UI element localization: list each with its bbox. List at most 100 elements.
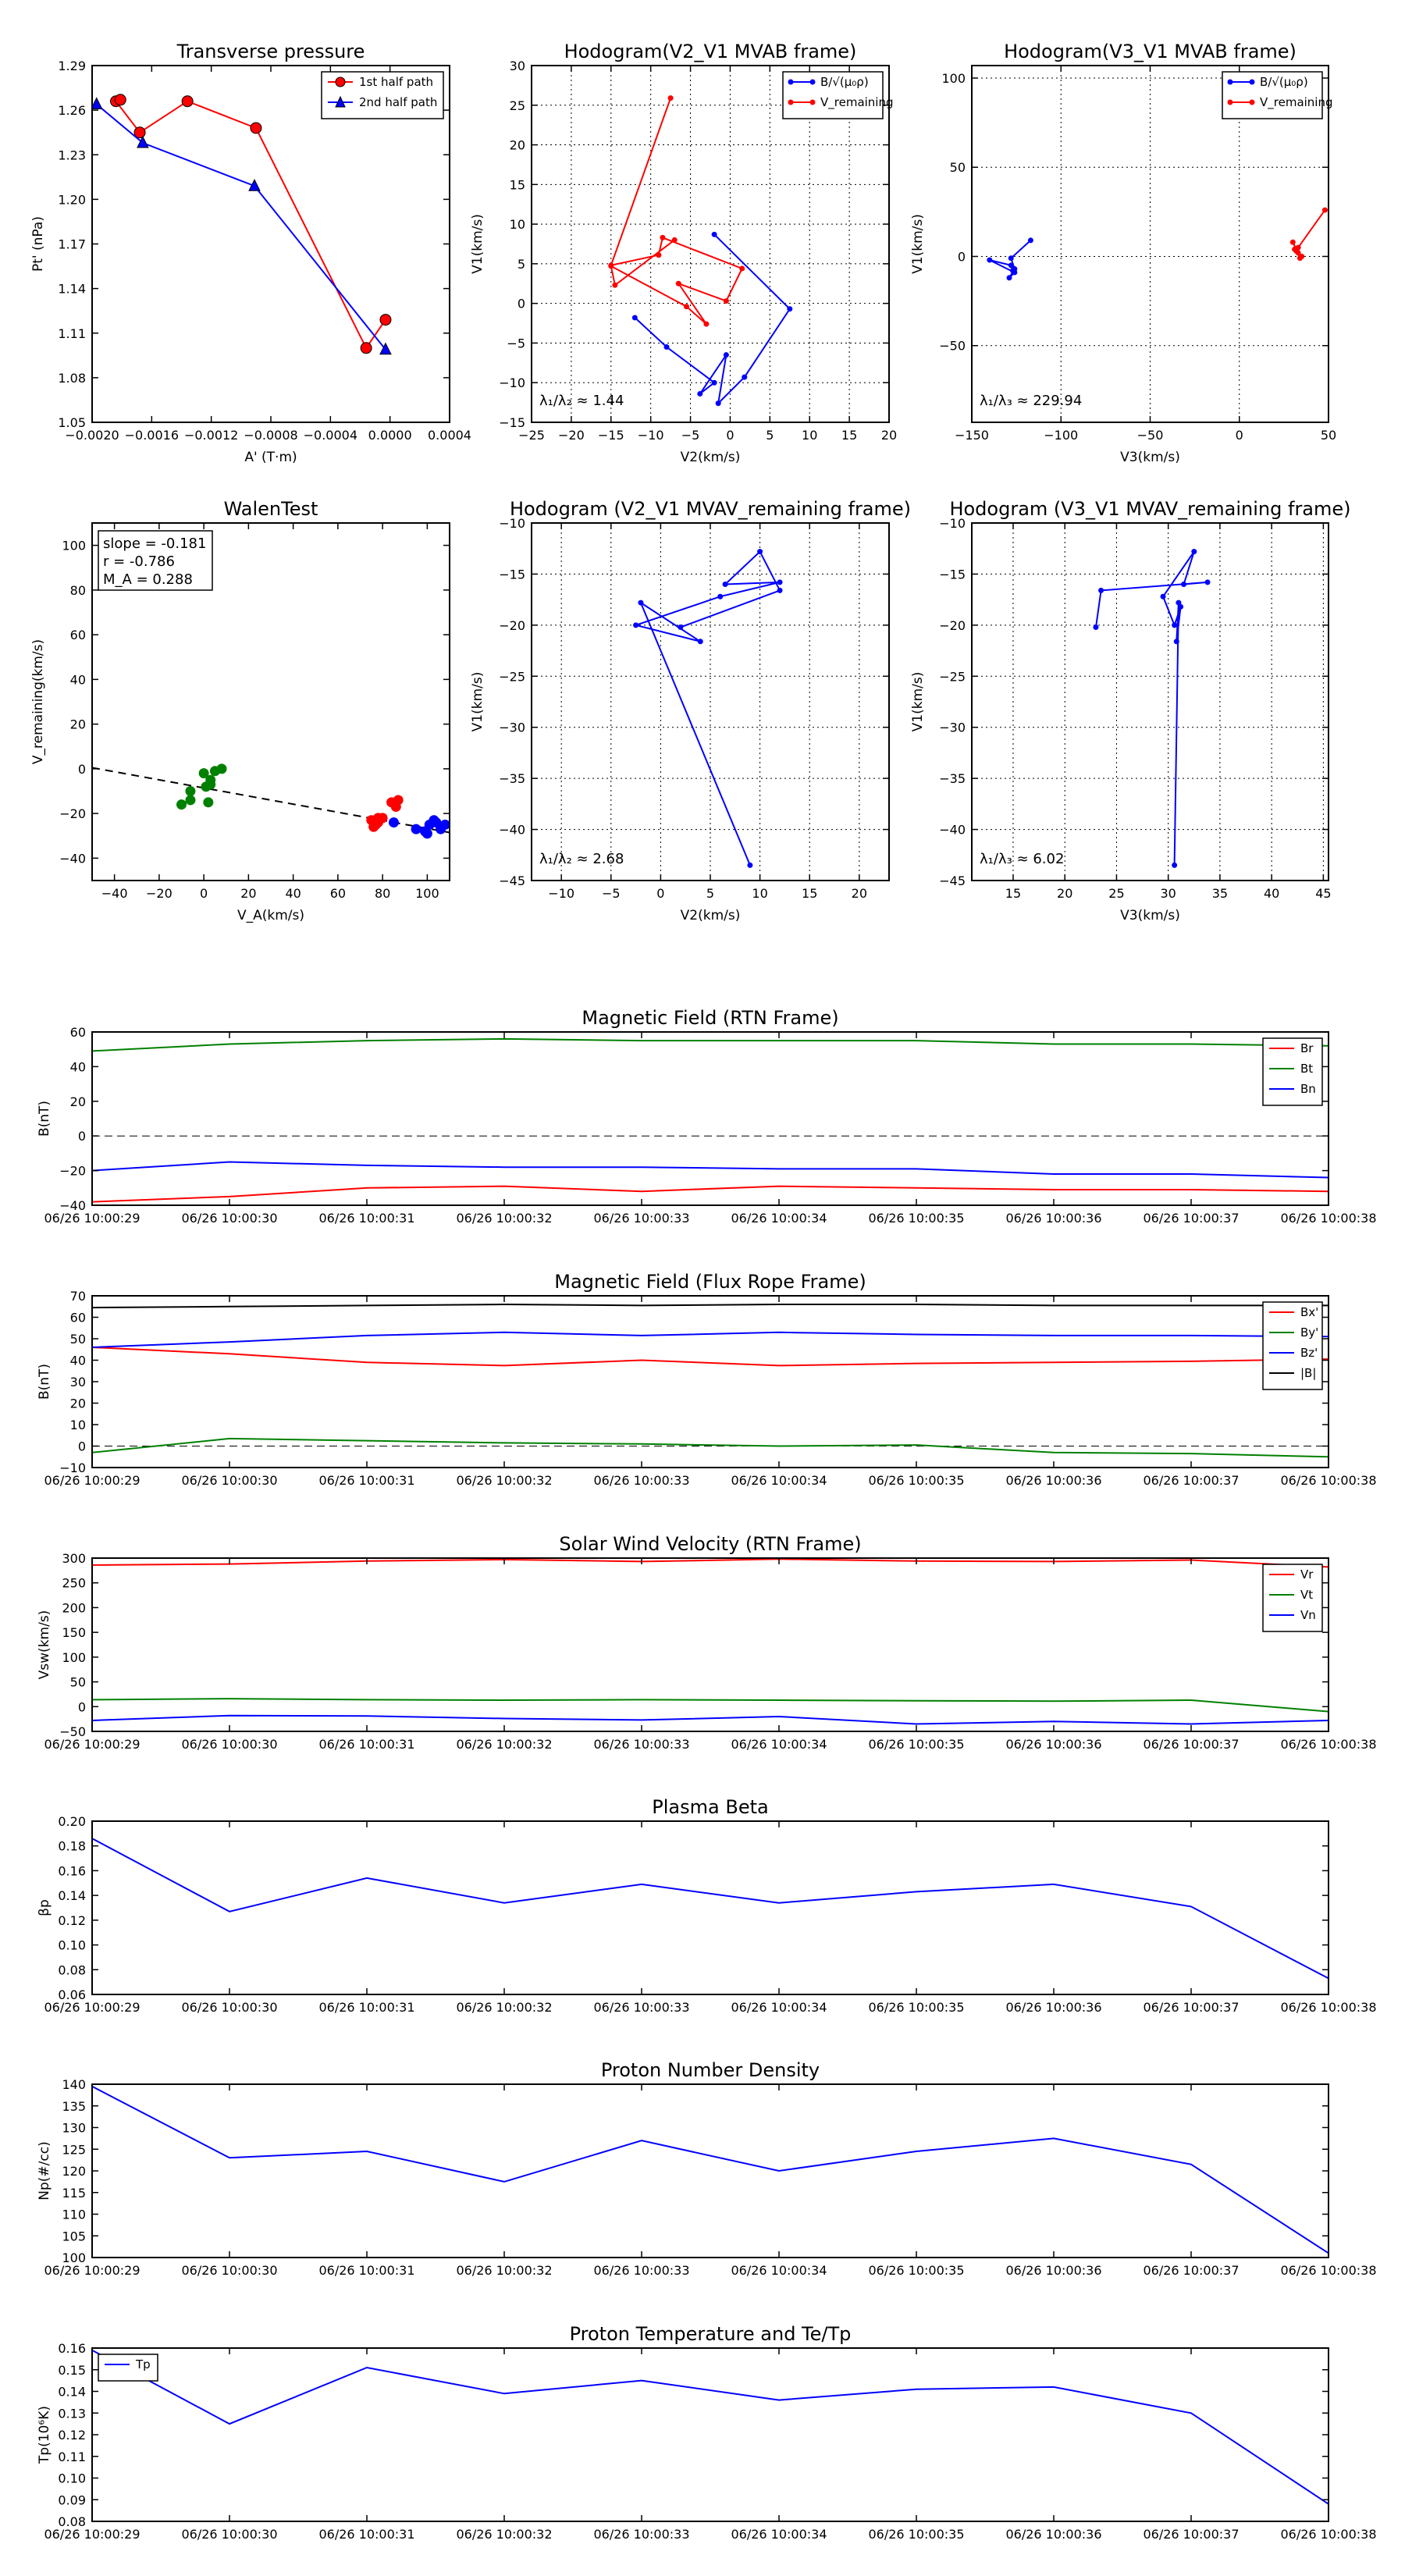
y-tick-label: 70 [70,1289,86,1304]
y-tick-label: 0.15 [58,2363,86,2378]
data-point [697,639,703,645]
chart-title: Magnetic Field (Flux Rope Frame) [554,1271,866,1293]
y-tick-label: 0.09 [58,2492,86,2507]
legend-marker [809,99,816,105]
y-tick-label: 20 [510,138,525,153]
y-tick-label: 0.10 [58,2471,86,2486]
x-tick-label: −15 [598,428,624,443]
plot-frame [91,522,450,881]
series-line [96,103,386,350]
y-tick-label: 15 [510,177,525,192]
x-tick-label: 0 [656,886,664,901]
x-tick-label: 20 [240,886,256,901]
stats-text: r = -0.786 [103,553,175,570]
series-line [92,1161,1329,1179]
chart-hodo4: 15 20 25 30 35 40 45 −45 −40 −35 −30 −25 −20 −15 −10Ho… [910,498,1351,923]
x-tick-label: 06/26 10:00:32 [456,1737,552,1752]
y-tick-label: 1.08 [58,371,86,386]
legend-label: Bt [1300,1062,1313,1076]
data-point [1173,639,1179,645]
legend-box [98,2354,158,2382]
x-tick-label: 35 [1212,886,1228,901]
series-hodo4-0 [1093,549,1211,868]
data-point [388,817,399,828]
x-tick-label: 0.0004 [428,428,471,443]
data-point [1010,268,1016,274]
data-point [697,390,703,397]
x-tick-label: 06/26 10:00:29 [44,1211,140,1226]
x-tick-label: 06/26 10:00:37 [1143,2527,1239,2542]
y-tick-label: 125 [62,2142,86,2157]
y-tick-label: −10 [939,516,966,531]
x-tick-label: −20 [558,428,585,443]
y-tick-label: 0.08 [58,2514,86,2529]
y-tick-label: 100 [62,2250,86,2265]
chart-hodo1: −25 −20 −15 −10 −5 0 5 10 15 20 −15 −10 −5 0 5 10 15 20 25… [470,41,897,465]
plot-frame [91,2347,1329,2522]
series-mag_rtn-0 [92,1185,1329,1203]
x-tick-label: 06/26 10:00:35 [868,1473,964,1488]
data-point [612,282,618,288]
series-line [92,1698,1329,1713]
x-tick-label: 06/26 10:00:38 [1280,2263,1376,2278]
eigenvalue-ratio-label: λ₁/λ₂ ≈ 1.44 [539,393,624,409]
x-tick-label: 100 [415,886,439,901]
x-tick-label: 80 [375,886,390,901]
data-point [185,795,196,806]
legend: 1st half path 2nd half path [321,71,444,119]
data-point [181,95,194,108]
x-axis-label: V2(km/s) [681,908,741,923]
y-tick-label: −40 [499,823,525,838]
x-tick-label: 06/26 10:00:37 [1143,1211,1239,1226]
data-point [1293,248,1300,254]
legend-marker [335,76,346,87]
data-point [671,237,678,243]
y-tick-label: −10 [499,375,525,390]
x-tick-label: 06/26 10:00:38 [1280,1211,1376,1226]
x-tick-label: 06/26 10:00:34 [731,1737,827,1752]
y-axis-label: βp [37,1899,52,1916]
legend-label: Vr [1300,1567,1314,1582]
y-tick-label: −15 [499,415,525,430]
data-point [715,400,721,407]
chart-beta: 06/26 10:00:29 06/26 10:00:30 06/26 10:00:… [37,1796,1377,2015]
series-line [634,233,791,406]
y-tick-label: −25 [939,669,966,684]
y-tick-label: 120 [62,2164,86,2179]
plot-frame [91,1557,1329,1732]
legend-marker [1249,99,1255,105]
data-point [656,252,662,258]
legend-label: B/√(μ₀ρ) [1260,75,1308,89]
chart-title: Proton Number Density [601,2059,820,2081]
chart-tp: 06/26 10:00:29 06/26 10:00:30 06/26 10:00:… [37,2323,1377,2542]
x-tick-label: 15 [1005,886,1021,901]
y-tick-label: −20 [59,806,86,821]
series-mag_fr-0 [92,1347,1329,1367]
series-hodo1-1 [608,95,745,327]
legend-label: V_remaining [820,95,894,110]
x-tick-label: 06/26 10:00:32 [456,2000,552,2015]
y-tick-label: 1.05 [58,415,86,430]
data-point [723,298,729,304]
chart-mag_rtn: 06/26 10:00:29 06/26 10:00:30 06/26 10:00:… [37,1007,1377,1226]
x-tick-label: 06/26 10:00:31 [318,2263,414,2278]
x-tick-label: −50 [1137,428,1164,443]
y-axis-label: B(nT) [37,1101,52,1137]
y-tick-label: −50 [939,339,966,354]
chart-vsw: 06/26 10:00:29 06/26 10:00:30 06/26 10:00:… [37,1533,1377,1752]
data-point [198,768,209,779]
data-point [1191,549,1197,555]
legend-box [1222,71,1323,119]
y-axis-label: V_remaining(km/s) [30,639,46,764]
plot-frame [91,2083,1329,2258]
x-tick-label: −150 [955,428,989,443]
data-point [201,781,212,792]
legend-label: |B| [1300,1366,1316,1380]
y-tick-label: −45 [499,873,525,888]
legend-box [1262,1564,1323,1632]
plot-frame [91,1031,1329,1206]
x-tick-label: 06/26 10:00:36 [1005,1473,1101,1488]
x-tick-label: −5 [681,428,700,443]
y-axis-label: Np(#/cc) [37,2141,52,2200]
